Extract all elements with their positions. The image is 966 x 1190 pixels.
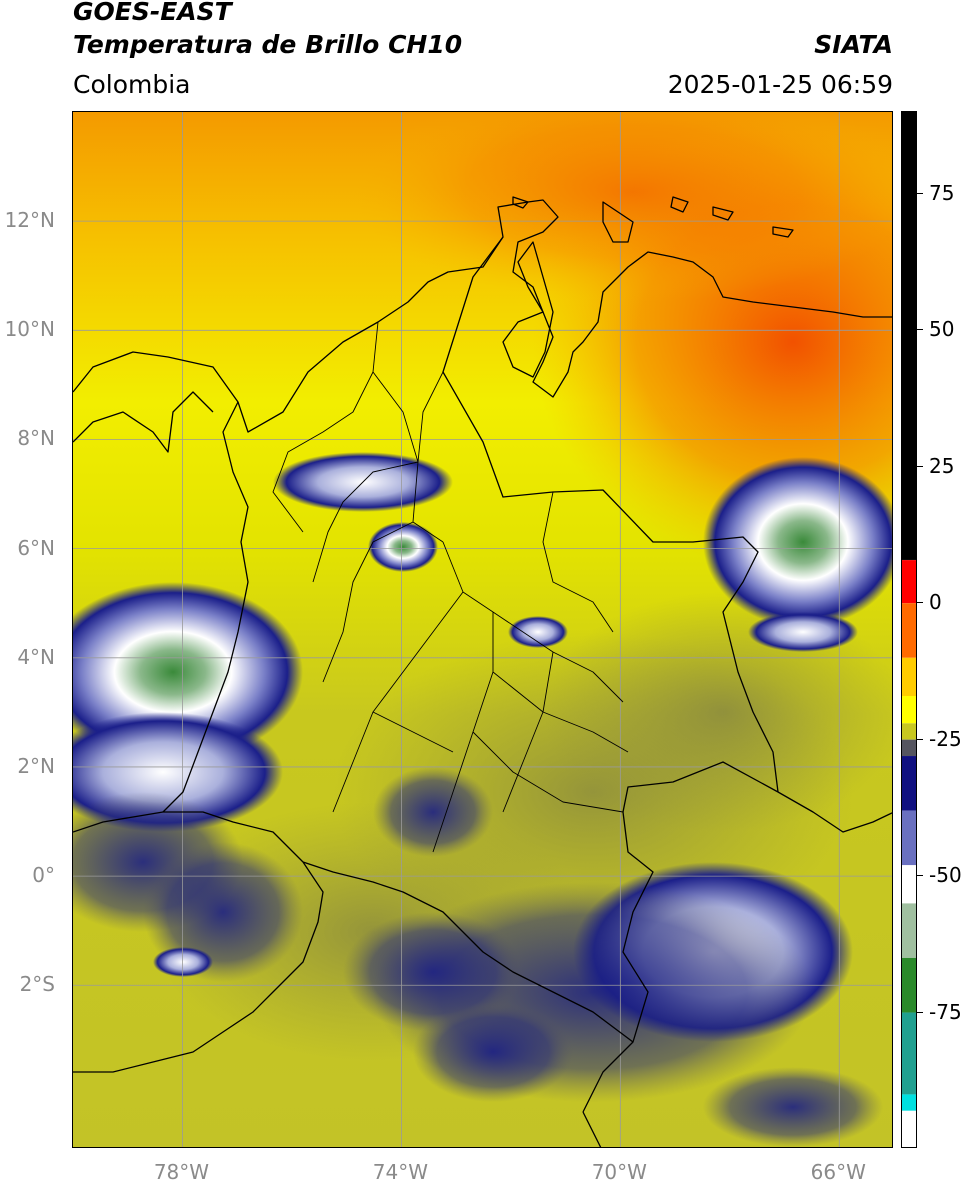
colorbar-segment: [902, 1110, 916, 1149]
colombia-ecuador-border: [73, 811, 304, 863]
colorbar-tick-label: 25: [929, 453, 955, 478]
colombia-peru-border: [302, 861, 634, 1043]
colorbar-segment: [902, 810, 916, 866]
colorbar-segment: [902, 865, 916, 904]
satellite-title: GOES-EAST: [73, 0, 232, 26]
colorbar: [901, 111, 917, 1149]
colorbar-tick-label: 75: [929, 180, 955, 205]
colorbar-segment: [902, 957, 916, 1013]
region-label: Colombia: [73, 70, 191, 99]
ecuador-peru-border: [73, 861, 324, 1073]
longitude-tick-label: 70°W: [591, 1160, 647, 1184]
colorbar-segment: [902, 756, 916, 811]
venezuela-brazil-border: [777, 791, 892, 833]
colorbar-segment: [902, 739, 916, 757]
colorbar-segment: [902, 695, 916, 724]
colorbar-segment: [902, 657, 916, 696]
longitude-tick-label: 74°W: [372, 1160, 429, 1184]
convective-cloud: [508, 616, 568, 648]
gridlines: [73, 112, 892, 1147]
cloud-cluster: [343, 912, 523, 1032]
latitude-tick-label: 4°N: [17, 644, 55, 669]
latitude-tick-label: 10°N: [4, 317, 55, 342]
convective-cloud: [153, 947, 213, 977]
latitude-tick-label: 6°N: [17, 535, 55, 560]
cloud-cluster: [703, 1067, 883, 1147]
latitude-tick-label: 12°N: [4, 208, 55, 233]
cloud-cluster: [413, 1002, 573, 1102]
department-borders: [272, 321, 629, 853]
latitude-tick-label: 0°: [32, 863, 55, 888]
caribbean-coast: [73, 199, 892, 433]
colorbar-tick-label: 0: [929, 590, 942, 615]
colorbar-segment: [902, 723, 916, 740]
colorbar-segment: [902, 603, 916, 658]
product-title: Temperatura de Brillo CH10: [73, 30, 463, 59]
colorbar-segment: [902, 112, 916, 560]
colorbar-segment: [902, 1094, 916, 1111]
timestamp-label: 2025-01-25 06:59: [667, 70, 893, 99]
colorbar-tick-mark: [917, 329, 923, 331]
convective-cloud: [368, 522, 438, 572]
colorbar-tick-mark: [917, 192, 923, 194]
colorbar-tick-mark: [917, 738, 923, 740]
colorbar-tick-label: -75: [929, 999, 962, 1024]
warm-region-north: [353, 112, 892, 302]
colorbar-segment: [902, 1012, 916, 1095]
boundaries: [73, 196, 892, 1147]
colombia-venezuela-border: [442, 236, 779, 793]
convective-cloud: [748, 612, 858, 652]
colorbar-tick-mark: [917, 465, 923, 467]
colorbar-tick-mark: [917, 602, 923, 604]
central-america-coast: [73, 391, 214, 453]
lake-maracaibo: [502, 241, 554, 378]
colorbar-tick-mark: [917, 875, 923, 877]
latitude-tick-label: 2°N: [17, 753, 55, 778]
latitude-tick-label: 8°N: [17, 426, 55, 451]
satellite-map[interactable]: [72, 111, 893, 1148]
colorbar-tick-label: 50: [929, 317, 955, 342]
convective-cloud: [703, 457, 892, 627]
haze-patch: [543, 592, 892, 832]
colorbar-tick-label: -25: [929, 726, 962, 751]
peru-brazil-border: [582, 1111, 602, 1147]
map-canvas: [73, 112, 892, 1147]
longitude-tick-label: 78°W: [153, 1160, 210, 1184]
colorbar-tick-label: -50: [929, 863, 962, 888]
colorbar-scale: [902, 112, 916, 1149]
latitude-tick-label: 2°S: [19, 972, 55, 997]
colorbar-tick-mark: [917, 1011, 923, 1013]
organization-label: SIATA: [814, 30, 893, 59]
colorbar-segment: [902, 560, 916, 604]
cloud-cluster: [373, 767, 493, 857]
longitude-tick-label: 66°W: [810, 1160, 866, 1184]
colorbar-segment: [902, 903, 916, 958]
pacific-coast: [162, 401, 249, 813]
colorbar-segment: [902, 559, 916, 561]
islands: [512, 196, 794, 243]
